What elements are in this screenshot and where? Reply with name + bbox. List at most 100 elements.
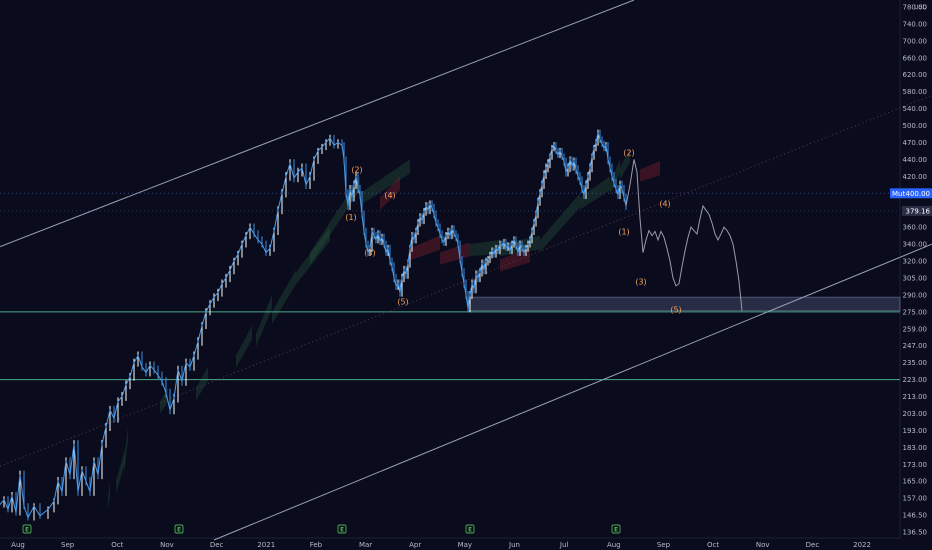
cloud-bull [296,227,330,285]
y-tick-label: 146.50 [903,512,928,520]
y-tick-label: 540.00 [903,105,928,113]
y-tick-label: 259.00 [903,325,928,333]
x-tick-label: May [458,541,472,549]
cloud-bull [236,325,252,368]
y-tick-label: 235.00 [903,359,928,367]
earnings-marker-label: E [177,527,181,534]
x-tick-label: 2022 [853,541,871,549]
y-tick-label: 193.00 [903,427,928,435]
wave-label: (2) [623,149,634,158]
y-tick-label: 340.00 [903,241,928,249]
y-tick-label: 305.00 [903,274,928,282]
x-axis: Aug Sep Oct Nov Dec 2021 Feb Mar Apr May Jun Jul Aug… [11,541,871,549]
x-tick-label: Dec [806,541,820,549]
y-tick-label: 136.50 [903,529,928,537]
x-tick-label: Apr [409,541,421,549]
x-tick-label: 2021 [257,541,275,549]
y-tick-label: 440.00 [903,156,928,164]
wave-label: (4) [659,199,670,208]
y-tick-label: 740.00 [903,20,928,28]
earnings-marker-label: E [468,527,472,534]
x-tick-label: Oct [707,541,719,549]
cloud-bull [620,148,630,180]
y-tick-label: 470.00 [903,139,928,147]
channel-upper-line [0,0,635,248]
wave-label: (5) [670,306,681,315]
x-tick-label: Aug [607,541,621,549]
cloud-bear [640,161,660,182]
x-tick-label: Sep [61,541,75,549]
y-tick-label: 420.00 [903,173,928,181]
y-tick-label: 660.00 [903,54,928,62]
grid [0,0,901,539]
cloud-bull [108,481,110,511]
x-tick-label: Jul [559,541,569,549]
x-tick-label: Dec [210,541,224,549]
x-tick-label: Nov [756,541,770,549]
x-tick-label: Oct [111,541,123,549]
cloud-bull [196,366,208,401]
support-zone [467,296,901,312]
wave-label: (4) [384,191,395,200]
x-tick-label: Sep [657,541,671,549]
cloud-bear [500,248,530,272]
y-tick-label: 157.00 [903,495,928,503]
channel-lower-line [213,243,932,541]
y-tick-label: 203.00 [903,410,928,418]
earnings-marker [337,524,347,534]
earnings-marker [611,524,621,534]
cloud-bear [440,242,470,265]
currency-label: USD [914,4,927,11]
current-price-badge-value: 400.00 [906,190,931,198]
x-tick-label: Jun [508,541,520,549]
cloud-bear [410,235,440,261]
wave-label: (5) [397,298,408,307]
y-tick-label: 360.00 [903,224,928,232]
y-tick-label: 183.00 [903,444,928,452]
y-tick-label: 500.00 [903,122,928,130]
earnings-marker [22,524,32,534]
wave-label: (2) [351,166,362,175]
x-tick-label: Feb [310,541,323,549]
price-badges: Mut 400.00 379.16 [890,188,932,216]
price-series [0,129,743,521]
current-price-badge [890,188,932,199]
y-tick-label: 780.00 [903,4,928,12]
earnings-marker [465,524,475,534]
y-tick-label: 223.00 [903,376,928,384]
wave-label: (1) [345,213,356,222]
y-tick-label: 165.00 [903,478,928,486]
cloud-bull [116,449,125,494]
cloud-bear [380,176,400,210]
y-tick-label: 700.00 [903,37,928,45]
wave-label: (3) [364,249,375,258]
y-tick-label: 290.00 [903,291,928,299]
ichimoku-cloud [108,148,660,511]
cloud-bull [360,159,410,206]
wave-label: (3) [635,277,646,286]
cloud-bull [610,159,620,196]
x-tick-label: Mar [359,541,372,549]
cloud-bull [124,427,128,473]
projection-path [625,159,743,311]
y-tick-label: 213.00 [903,393,928,401]
earnings-marker-label: E [340,527,344,534]
cloud-bull [540,193,580,252]
price-line [0,132,627,519]
y-tick-label: 275.00 [903,308,928,316]
cloud-bull [256,294,272,347]
marked-level-badge-value: 379.16 [906,207,931,215]
y-tick-label: 173.00 [903,461,928,469]
earnings-marker [174,524,184,534]
wave-label: (1) [618,227,629,236]
cloud-bull [272,270,296,324]
y-tick-label: 580.00 [903,88,928,96]
y-tick-label: 247.00 [903,342,928,350]
cloud-bull [580,176,610,210]
elliott-wave-labels: (2) (1) (4) (3) (5) (2) (4) (1) (3) (5) [345,149,681,315]
y-tick-label: 320.00 [903,258,928,266]
